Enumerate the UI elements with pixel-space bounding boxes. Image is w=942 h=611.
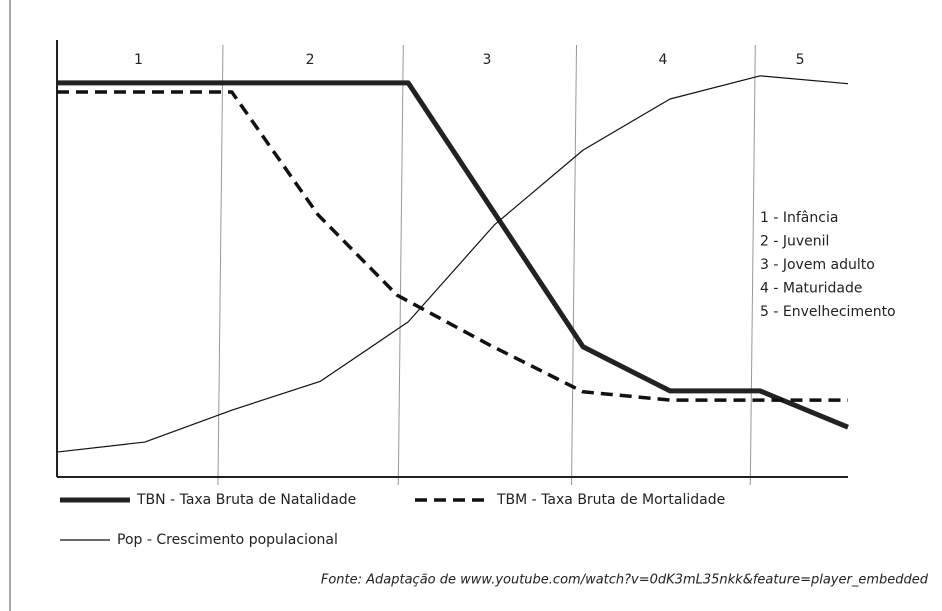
key-item: 5 - Envelhecimento <box>760 304 896 320</box>
series-line <box>56 75 849 453</box>
stage-label: 1 <box>134 52 143 68</box>
stage-line <box>749 44 756 486</box>
key-item: 4 - Maturidade <box>760 281 863 297</box>
key-item: 1 - Infância <box>760 210 838 226</box>
stage-label: 4 <box>658 52 667 68</box>
stage-line <box>217 44 224 486</box>
key-item: 3 - Jovem adulto <box>760 257 875 273</box>
stage-label: 5 <box>796 52 805 68</box>
stage-line <box>397 44 404 486</box>
series-line <box>57 90 848 402</box>
key-item: 2 - Juvenil <box>760 234 829 250</box>
stage-line <box>571 44 578 486</box>
stage-label: 2 <box>306 52 315 68</box>
series-line <box>57 80 849 430</box>
source: Fonte: Adaptação de www.youtube.com/watc… <box>321 573 929 588</box>
legend-label: TBM - Taxa Bruta de Mortalidade <box>496 492 725 508</box>
legend-label: Pop - Crescimento populacional <box>117 532 338 548</box>
stage-label: 3 <box>482 52 491 68</box>
legend-label: TBN - Taxa Bruta de Natalidade <box>136 492 356 508</box>
